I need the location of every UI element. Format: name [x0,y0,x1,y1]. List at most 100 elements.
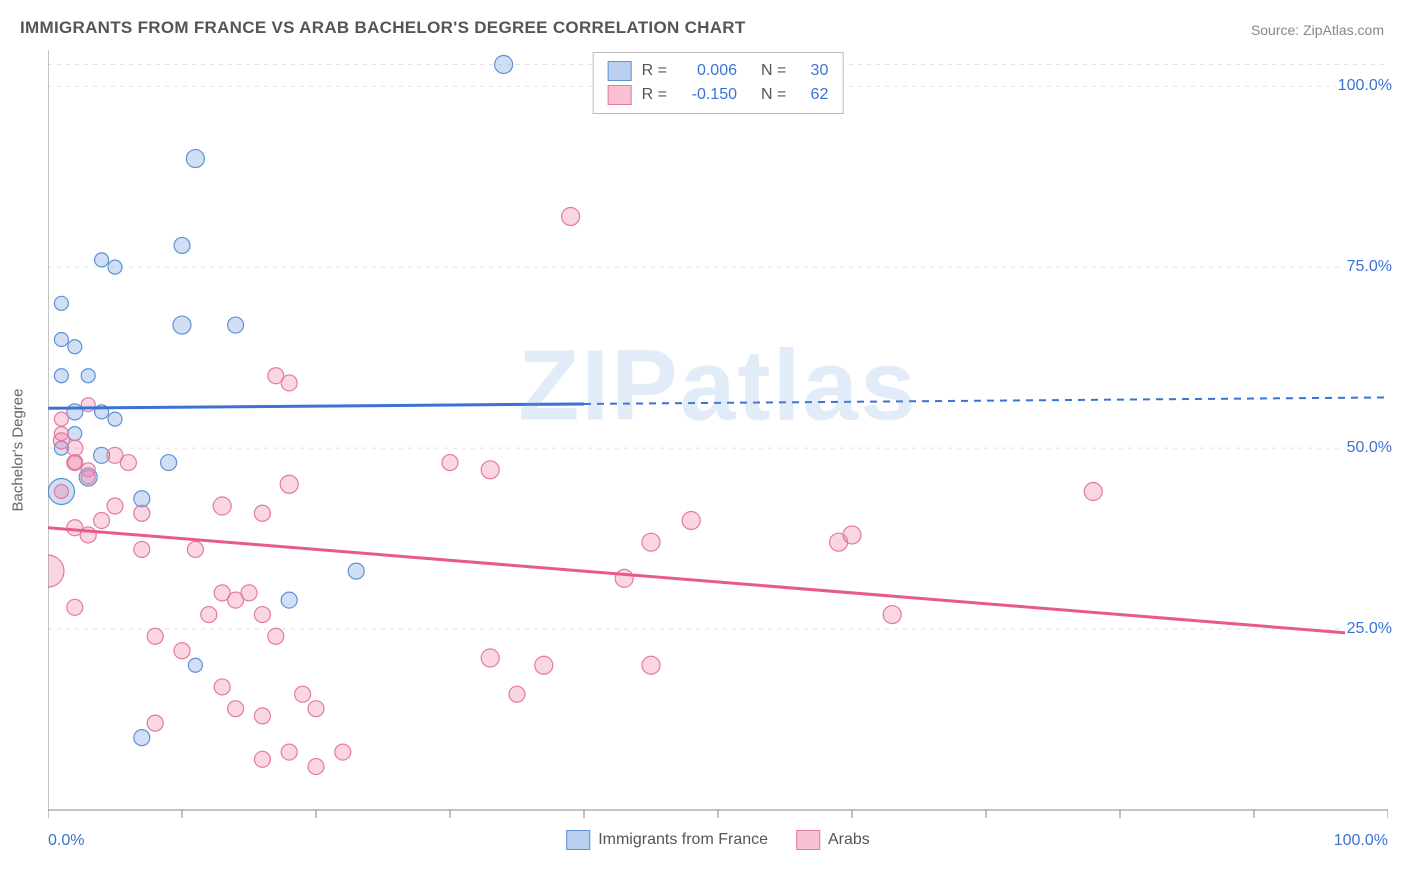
correlation-stats-box: R =0.006N =30R =-0.150N =62 [593,52,844,114]
data-point [54,369,68,383]
data-point [187,541,203,557]
trend-line [48,404,584,408]
data-point [147,715,163,731]
y-tick-label: 50.0% [1345,439,1394,457]
data-point [134,491,150,507]
data-point [81,398,95,412]
scatter-chart-svg [48,50,1388,850]
data-point [201,607,217,623]
data-point [120,455,136,471]
data-point [682,511,700,529]
data-point [214,679,230,695]
data-point [108,412,122,426]
data-point [67,599,83,615]
n-value: 30 [796,62,828,80]
data-point [67,404,83,420]
data-point [254,708,270,724]
data-point [281,375,297,391]
data-point [883,606,901,624]
series-swatch [796,830,820,850]
trend-line [48,528,1388,637]
data-point [1084,483,1102,501]
data-point [68,340,82,354]
series-legend: Immigrants from France Arabs [566,830,870,850]
r-value: 0.006 [677,62,737,80]
y-tick-label: 100.0% [1336,77,1394,95]
data-point [495,55,513,73]
data-point [562,207,580,225]
data-point [308,701,324,717]
data-point [281,744,297,760]
data-point [615,569,633,587]
data-point [54,412,68,426]
data-point [81,369,95,383]
stat-row: R =0.006N =30 [608,59,829,83]
data-point [67,440,83,456]
y-tick-label: 25.0% [1345,620,1394,638]
data-point [228,317,244,333]
data-point [54,296,68,310]
legend-label: Immigrants from France [598,831,768,849]
data-point [254,751,270,767]
data-point [107,498,123,514]
data-point [335,744,351,760]
data-point [147,628,163,644]
y-tick-label: 75.0% [1345,258,1394,276]
plot-area: Bachelor's Degree 25.0%50.0%75.0%100.0% … [48,50,1388,850]
data-point [68,456,82,470]
bottom-axis-bar: 0.0% Immigrants from France Arabs 100.0% [48,824,1388,850]
y-axis-label: Bachelor's Degree [10,389,27,512]
legend-item: Arabs [796,830,870,850]
data-point [174,643,190,659]
data-point [95,253,109,267]
data-point [108,260,122,274]
series-swatch [566,830,590,850]
data-point [161,455,177,471]
data-point [188,658,202,672]
stat-row: R =-0.150N =62 [608,83,829,107]
legend-label: Arabs [828,831,870,849]
chart-title: IMMIGRANTS FROM FRANCE VS ARAB BACHELOR'… [20,18,746,38]
series-swatch [608,61,632,81]
data-point [134,505,150,521]
data-point [642,656,660,674]
data-point [228,592,244,608]
legend-item: Immigrants from France [566,830,768,850]
data-point [281,592,297,608]
series-swatch [608,85,632,105]
x-axis-max-label: 100.0% [1334,832,1388,850]
data-point [213,497,231,515]
data-point [642,533,660,551]
r-label: R = [642,62,667,80]
data-point [268,628,284,644]
data-point [295,686,311,702]
data-point [54,485,68,499]
source-attribution: Source: ZipAtlas.com [1251,22,1384,38]
data-point [442,455,458,471]
data-point [186,150,204,168]
data-point [348,563,364,579]
n-label: N = [761,86,786,104]
data-point [308,759,324,775]
data-point [94,512,110,528]
data-point [54,333,68,347]
data-point [68,427,82,441]
data-point [481,461,499,479]
r-label: R = [642,86,667,104]
n-value: 62 [796,86,828,104]
x-axis-min-label: 0.0% [48,832,84,850]
data-point [254,607,270,623]
data-point [134,730,150,746]
data-point [254,505,270,521]
data-point [481,649,499,667]
data-point [134,541,150,557]
data-point [174,237,190,253]
data-point [509,686,525,702]
trend-line-extrapolated [584,397,1388,404]
data-point [228,701,244,717]
data-point [535,656,553,674]
data-point [173,316,191,334]
data-point [830,533,848,551]
data-point [81,470,95,484]
data-point [280,475,298,493]
